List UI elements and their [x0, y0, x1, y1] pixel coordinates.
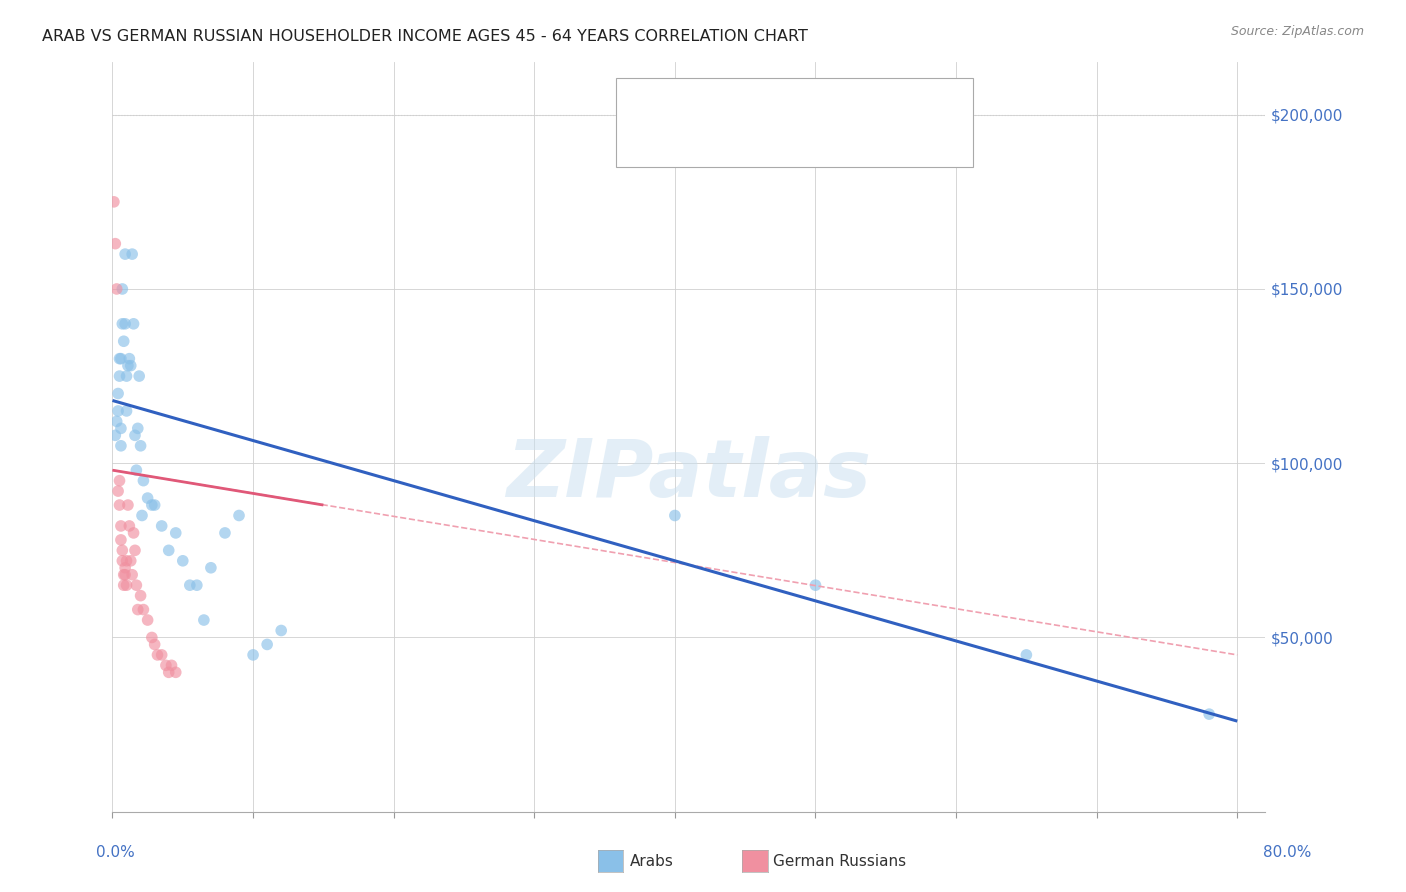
Text: -0.457: -0.457 [717, 97, 772, 112]
Text: ZIPatlas: ZIPatlas [506, 435, 872, 514]
Text: R =: R = [675, 97, 709, 112]
Point [117, 359, 139, 373]
Point [122, 317, 145, 331]
Point [157, 665, 180, 680]
Point [111, 282, 134, 296]
Point [110, 439, 132, 453]
Point [125, 463, 148, 477]
Point [129, 589, 152, 603]
Point [131, 508, 153, 523]
Point [108, 498, 131, 512]
Point [127, 602, 149, 616]
Point [111, 317, 134, 331]
Point [114, 247, 136, 261]
Point [270, 624, 292, 638]
Point [193, 613, 215, 627]
Point [172, 554, 194, 568]
Point [105, 414, 128, 428]
Text: 0.0%: 0.0% [96, 846, 135, 860]
Point [114, 567, 136, 582]
Point [110, 421, 132, 435]
Point [107, 484, 129, 499]
Point [107, 404, 129, 418]
Text: N =: N = [794, 97, 828, 112]
Point [104, 428, 127, 442]
Point [112, 567, 135, 582]
Point [256, 637, 278, 651]
Point [155, 658, 177, 673]
Point [150, 648, 173, 662]
Point [121, 567, 143, 582]
Point [122, 525, 145, 540]
Point [214, 525, 236, 540]
Point [1198, 707, 1220, 722]
Point [107, 386, 129, 401]
Text: Source: ZipAtlas.com: Source: ZipAtlas.com [1230, 25, 1364, 38]
Point [114, 561, 136, 575]
Point [121, 247, 143, 261]
Point [110, 351, 132, 366]
Point [110, 519, 132, 533]
Point [160, 658, 183, 673]
Point [136, 491, 159, 505]
Point [108, 369, 131, 384]
Point [132, 474, 155, 488]
Point [165, 665, 187, 680]
Point [104, 236, 127, 251]
Point [118, 519, 141, 533]
Point [124, 543, 146, 558]
Text: German Russians: German Russians [773, 855, 907, 869]
Point [146, 648, 169, 662]
Point [128, 369, 150, 384]
Text: Arabs: Arabs [630, 855, 673, 869]
Point [141, 498, 163, 512]
Point [179, 578, 201, 592]
Text: R =: R = [675, 136, 709, 150]
Point [141, 631, 163, 645]
Point [1015, 648, 1038, 662]
Point [664, 508, 686, 523]
Point [129, 439, 152, 453]
Point [136, 613, 159, 627]
Point [186, 578, 208, 592]
Point [117, 498, 139, 512]
Point [114, 317, 136, 331]
Text: N =: N = [794, 136, 828, 150]
Point [112, 578, 135, 592]
Point [127, 421, 149, 435]
Point [228, 508, 250, 523]
Text: 80.0%: 80.0% [1264, 846, 1312, 860]
Text: 48: 48 [834, 97, 855, 112]
Point [115, 554, 138, 568]
Point [105, 282, 128, 296]
Point [150, 519, 173, 533]
Point [103, 194, 125, 209]
Text: ARAB VS GERMAN RUSSIAN HOUSEHOLDER INCOME AGES 45 - 64 YEARS CORRELATION CHART: ARAB VS GERMAN RUSSIAN HOUSEHOLDER INCOM… [42, 29, 808, 44]
Point [110, 533, 132, 547]
Text: -0.107: -0.107 [717, 136, 772, 150]
Point [108, 474, 131, 488]
Point [165, 525, 187, 540]
Point [112, 334, 135, 349]
Point [124, 428, 146, 442]
Point [108, 351, 131, 366]
Point [120, 359, 142, 373]
Point [115, 404, 138, 418]
Point [125, 578, 148, 592]
Point [115, 578, 138, 592]
Point [111, 543, 134, 558]
Point [115, 369, 138, 384]
Point [804, 578, 827, 592]
Point [242, 648, 264, 662]
Point [143, 498, 166, 512]
Point [111, 554, 134, 568]
Text: 35: 35 [834, 136, 855, 150]
Point [200, 561, 222, 575]
Point [143, 637, 166, 651]
Point [118, 351, 141, 366]
Point [132, 602, 155, 616]
Point [157, 543, 180, 558]
Point [120, 554, 142, 568]
